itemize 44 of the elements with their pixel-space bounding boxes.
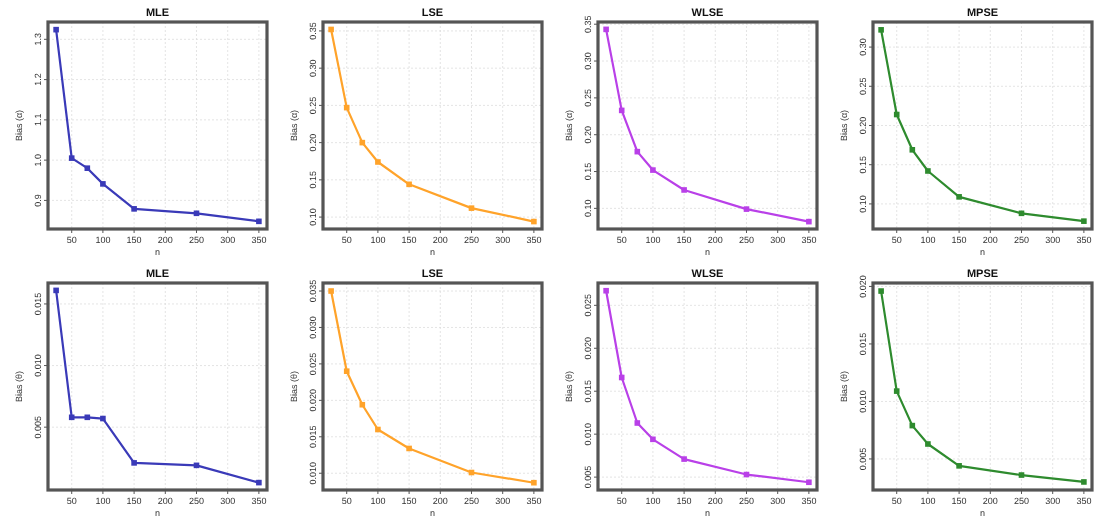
point bbox=[743, 206, 750, 212]
point bbox=[53, 287, 59, 294]
point bbox=[878, 27, 884, 33]
line-series bbox=[328, 288, 537, 486]
point bbox=[84, 165, 91, 171]
line-series bbox=[53, 287, 262, 486]
point bbox=[100, 415, 106, 422]
point bbox=[375, 426, 381, 433]
line-series bbox=[603, 26, 812, 225]
point bbox=[328, 26, 334, 33]
point bbox=[256, 218, 262, 225]
line-series bbox=[878, 27, 1087, 224]
point bbox=[634, 420, 641, 426]
point bbox=[1081, 479, 1087, 485]
point bbox=[68, 414, 75, 421]
point bbox=[193, 210, 200, 217]
point bbox=[343, 104, 350, 111]
point bbox=[531, 218, 537, 225]
line-series bbox=[328, 26, 537, 225]
point bbox=[806, 218, 812, 225]
point bbox=[328, 288, 334, 294]
point bbox=[406, 181, 412, 188]
point bbox=[406, 445, 412, 452]
point bbox=[878, 288, 884, 294]
point bbox=[1081, 218, 1087, 224]
point bbox=[343, 368, 350, 374]
point bbox=[806, 479, 812, 486]
point bbox=[53, 26, 59, 33]
point bbox=[893, 111, 900, 118]
point bbox=[603, 26, 609, 33]
point bbox=[531, 479, 537, 486]
point bbox=[1018, 472, 1025, 478]
point bbox=[618, 107, 625, 114]
line-series bbox=[878, 288, 1087, 485]
point bbox=[909, 147, 916, 153]
point bbox=[359, 401, 366, 408]
point bbox=[650, 436, 656, 443]
line-series bbox=[53, 26, 262, 225]
point bbox=[68, 155, 75, 161]
point bbox=[893, 388, 900, 394]
point bbox=[256, 479, 262, 486]
point bbox=[468, 205, 475, 211]
point bbox=[618, 374, 625, 381]
point bbox=[603, 287, 609, 294]
